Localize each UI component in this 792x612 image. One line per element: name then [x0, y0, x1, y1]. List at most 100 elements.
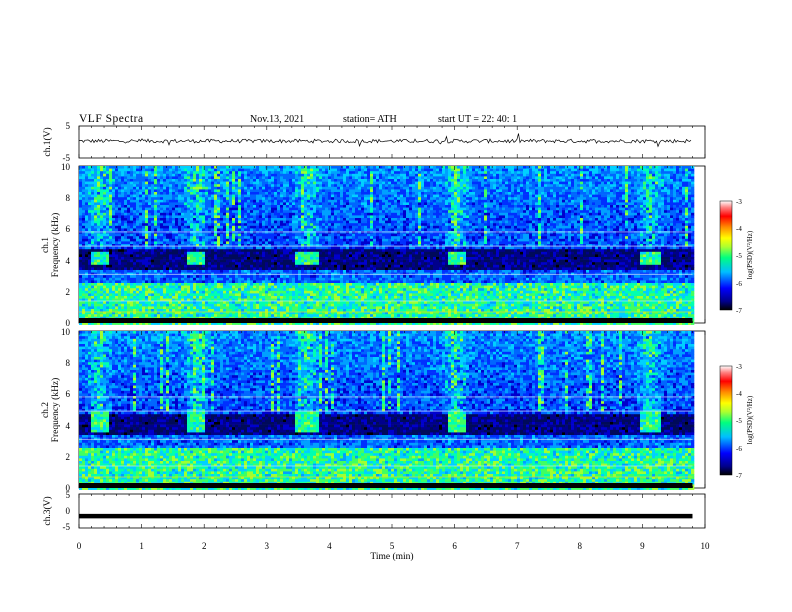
- spectrogram-cell: [241, 280, 245, 284]
- spectrogram-cell: [298, 184, 302, 188]
- spectrogram-cell: [289, 212, 293, 216]
- spectrogram-cell: [304, 288, 308, 292]
- spectrogram-cell: [211, 212, 215, 216]
- spectrogram-cell: [142, 223, 146, 227]
- spectrogram-cell: [124, 176, 128, 180]
- spectrogram-cell: [190, 212, 194, 216]
- spectrogram-cell: [289, 257, 293, 260]
- spectrogram-cell: [160, 171, 164, 175]
- spectrogram-cell: [154, 249, 158, 253]
- spectrogram-cell: [133, 270, 137, 273]
- spectrogram-cell: [115, 275, 119, 279]
- spectrogram-cell: [166, 236, 170, 240]
- spectrogram-cell: [193, 277, 197, 281]
- spectrogram-cell: [229, 168, 233, 172]
- spectrogram-cell: [265, 238, 269, 242]
- spectrogram-cell: [283, 277, 287, 281]
- spectrogram-cell: [85, 264, 89, 268]
- spectrogram-cell: [121, 241, 125, 245]
- spectrogram-cell: [136, 184, 140, 188]
- spectrogram-cell: [88, 179, 92, 182]
- spectrogram-cell: [124, 290, 128, 294]
- spectrogram-cell: [313, 218, 317, 221]
- spectrogram-cell: [145, 244, 149, 247]
- spectrogram-cell: [253, 231, 257, 234]
- spectrogram-cell: [211, 184, 215, 188]
- spectrogram-cell: [316, 194, 320, 198]
- spectrogram-cell: [175, 181, 179, 185]
- spectrogram-cell: [232, 249, 236, 253]
- spectrogram-cell: [142, 246, 146, 250]
- spectrogram-cell: [151, 314, 155, 318]
- spectrogram-cell: [142, 298, 146, 302]
- spectrogram-cell: [247, 290, 251, 294]
- spectrogram-cell: [232, 168, 236, 172]
- spectrogram-cell: [166, 257, 170, 260]
- spectrogram-cell: [235, 176, 239, 180]
- spectrogram-cell: [118, 212, 122, 216]
- spectrogram-cell: [103, 210, 107, 214]
- spectrogram-cell: [244, 228, 248, 232]
- spectrogram-cell: [79, 249, 83, 253]
- spectrogram-cell: [172, 270, 176, 273]
- spectrogram-cell: [256, 202, 260, 206]
- spectrogram-cell: [172, 189, 176, 193]
- spectrogram-cell: [157, 246, 161, 250]
- spectrogram-cell: [259, 267, 263, 271]
- spectrogram-cell: [193, 210, 197, 214]
- spectrogram-cell: [196, 254, 200, 258]
- spectrogram-cell: [247, 244, 251, 247]
- spectrogram-cell: [139, 251, 143, 255]
- spectrogram-cell: [148, 301, 152, 305]
- spectrogram-cell: [82, 270, 86, 273]
- spectrogram-cell: [124, 285, 128, 289]
- spectrogram-cell: [169, 322, 173, 325]
- spectrogram-cell: [85, 249, 89, 253]
- spectrogram-cell: [118, 277, 122, 281]
- spectrogram-cell: [133, 225, 137, 229]
- spectrogram-cell: [112, 251, 116, 255]
- spectrogram-cell: [121, 231, 125, 234]
- spectrogram-cell: [286, 171, 290, 175]
- spectrogram-cell: [211, 262, 215, 266]
- spectrogram-cell: [214, 184, 218, 188]
- spectrogram-cell: [175, 179, 179, 182]
- spectrogram-cell: [301, 241, 305, 245]
- spectrogram-cell: [259, 283, 263, 286]
- spectrogram-cell: [112, 197, 116, 201]
- spectrogram-cell: [307, 189, 311, 193]
- spectrogram-cell: [280, 186, 284, 190]
- spectrogram-cell: [229, 311, 233, 315]
- spectrogram-cell: [220, 233, 224, 237]
- spectrogram-cell: [244, 259, 248, 263]
- spectrogram-cell: [202, 259, 206, 263]
- spectrogram-cell: [295, 275, 299, 279]
- spectrogram-cell: [202, 311, 206, 315]
- spectrogram-cell: [157, 257, 161, 260]
- spectrogram-cell: [217, 270, 221, 273]
- spectrogram-cell: [304, 254, 308, 258]
- spectrogram-cell: [136, 285, 140, 289]
- spectrogram-cell: [214, 166, 218, 169]
- spectrogram-cell: [127, 184, 131, 188]
- spectrogram-cell: [292, 280, 296, 284]
- spectrogram-cell: [301, 283, 305, 286]
- spectrogram-cell: [124, 254, 128, 258]
- spectrogram-cell: [283, 173, 287, 177]
- spectrogram-cell: [295, 210, 299, 214]
- spectrogram-cell: [283, 194, 287, 198]
- spectrogram-cell: [91, 236, 95, 240]
- spectrogram-cell: [124, 293, 128, 297]
- spectrogram-cell: [187, 244, 191, 247]
- spectrogram-cell: [151, 270, 155, 273]
- spectrogram-cell: [232, 220, 236, 224]
- spectrogram-cell: [112, 246, 116, 250]
- spectrogram-cell: [97, 241, 101, 245]
- spectrogram-cell: [193, 264, 197, 268]
- spectrogram-cell: [244, 225, 248, 229]
- spectrogram-cell: [151, 244, 155, 247]
- spectrogram-cell: [94, 181, 98, 185]
- spectrogram-cell: [196, 306, 200, 310]
- spectrogram-cell: [229, 293, 233, 297]
- spectrogram-cell: [277, 251, 281, 255]
